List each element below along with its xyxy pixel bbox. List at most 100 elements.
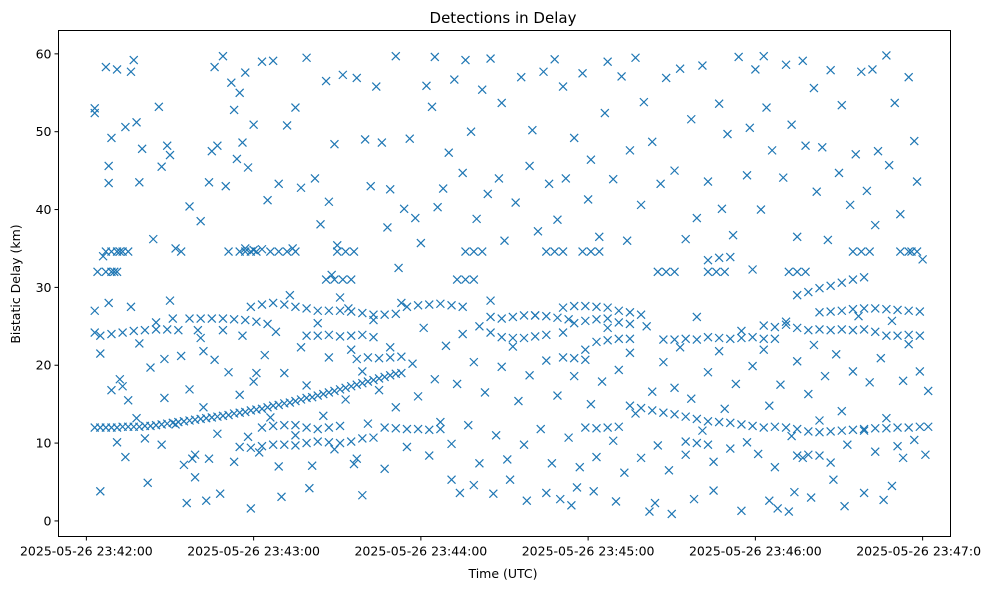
data-point [792,232,802,242]
data-point [313,306,323,316]
data-point [260,350,270,360]
data-point [369,433,378,443]
data-point [586,155,596,165]
data-point [592,452,601,462]
data-point [413,391,423,401]
data-point [126,302,136,312]
data-point [95,331,105,341]
data-point [380,423,390,432]
data-point [748,421,758,431]
data-point [249,377,259,387]
data-point [876,353,886,363]
data-point [274,462,284,471]
data-point [636,310,646,320]
data-point [455,488,465,498]
data-point [357,330,367,340]
data-point [697,426,707,436]
data-point [302,53,312,63]
data-point [104,298,114,308]
data-point [307,392,317,402]
data-point [703,367,713,377]
data-point [366,181,376,191]
data-point [185,202,194,211]
data-point [497,332,507,342]
data-point [792,356,802,366]
data-point [190,450,200,460]
data-point [870,327,880,337]
chart-title: Detections in Delay [430,9,577,27]
data-point [592,302,601,312]
data-point [363,419,373,429]
data-point [681,234,691,244]
data-point [129,55,139,65]
data-point [118,328,128,337]
data-point [224,367,233,377]
data-point [469,275,479,285]
data-point [463,420,473,430]
data-point [848,425,858,435]
data-point [569,371,579,381]
data-point [402,302,412,312]
data-point [447,300,456,310]
data-point [402,442,412,452]
data-point [770,422,780,432]
data-point [784,507,794,517]
data-point [720,404,730,414]
data-point [887,316,897,326]
data-point [681,412,691,422]
data-point [806,493,816,503]
data-point [243,432,253,442]
data-point [636,453,646,463]
data-point [815,283,824,293]
data-point [229,105,239,115]
data-point [837,306,847,316]
data-point [385,370,395,380]
data-point [670,267,679,277]
data-point [845,200,855,210]
data-point [374,353,384,363]
data-point [745,123,755,133]
data-point [631,53,640,63]
data-point [667,509,677,519]
data-point [776,380,785,390]
data-point [246,302,256,312]
data-point [282,121,292,130]
data-point [235,88,245,98]
data-point [887,481,897,491]
y-tick-label: 0 [44,513,52,528]
data-point [352,380,362,390]
data-point [748,361,758,371]
data-point [449,75,459,84]
data-point [831,349,841,359]
data-point [539,67,548,77]
data-point [661,267,671,277]
data-point [614,422,624,432]
data-point [179,460,189,470]
data-point [291,302,300,312]
data-point [893,331,902,341]
data-point [923,422,933,432]
data-point [750,64,760,74]
data-point [586,399,596,409]
data-point [486,312,495,322]
data-point [285,290,295,300]
data-point [240,407,250,417]
data-point [257,441,267,451]
data-point [134,177,144,187]
data-point [893,423,902,432]
data-point [176,247,186,257]
data-point [494,173,504,183]
data-point [569,353,579,363]
data-points [90,50,933,519]
data-point [324,437,334,447]
data-point [851,149,861,159]
data-point [742,437,752,447]
data-point [171,419,180,429]
data-point [826,65,836,75]
data-point [140,325,150,335]
data-point [664,465,674,475]
data-point [391,309,401,319]
data-point [302,381,312,390]
data-point [224,247,233,257]
data-point [759,423,769,432]
